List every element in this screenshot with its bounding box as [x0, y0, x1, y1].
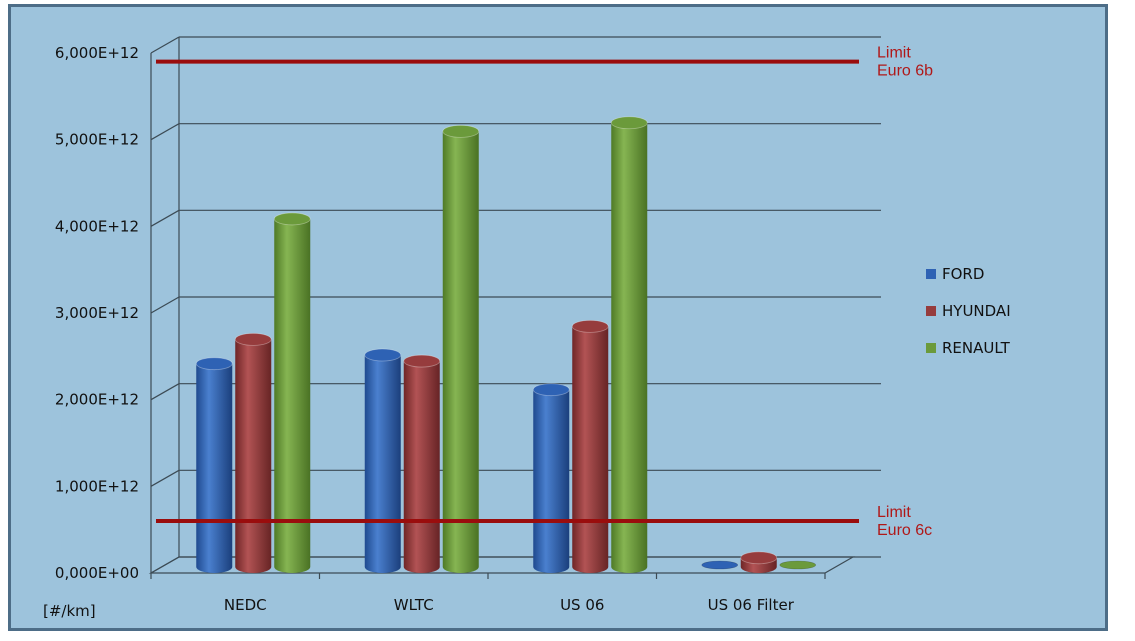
y-tick-label: 1,000E+12 — [55, 477, 139, 495]
category-label: WLTC — [394, 596, 434, 614]
bar-hyundai — [572, 326, 609, 573]
y-tick-label: 2,000E+12 — [55, 391, 139, 409]
legend-label: RENAULT — [942, 339, 1011, 357]
bar-ford — [196, 363, 233, 573]
bar-top-renault — [610, 116, 648, 130]
grid-connector — [150, 296, 180, 314]
bar-ford — [701, 560, 739, 570]
legend-label: FORD — [942, 265, 984, 283]
limit-label: Euro 6b — [877, 63, 933, 80]
category-label: NEDC — [224, 596, 267, 614]
bar-renault — [274, 218, 311, 573]
bar-renault — [779, 560, 817, 570]
legend-swatch-renault — [926, 343, 936, 353]
bar-ford — [533, 389, 570, 573]
bar-top-ford — [364, 348, 402, 362]
bar-hyundai — [235, 339, 272, 573]
bar-top-hyundai — [740, 551, 778, 565]
y-tick-label: 3,000E+12 — [55, 304, 139, 322]
bar-renault — [611, 122, 648, 573]
floor — [148, 556, 856, 574]
y-tick-label: 0,000E+00 — [55, 564, 139, 582]
y-tick-label: 5,000E+12 — [55, 131, 139, 149]
limit-label: Limit — [877, 504, 911, 521]
grid-connector — [150, 209, 180, 227]
category-label: US 06 Filter — [708, 596, 795, 614]
legend-label: HYUNDAI — [942, 302, 1011, 320]
grid-connector — [150, 469, 180, 487]
bar-top-hyundai — [571, 319, 609, 333]
bar-top-ford — [532, 383, 570, 397]
unit-label: [#/km] — [43, 602, 96, 620]
limit-label: Limit — [877, 45, 911, 62]
bar-top-renault — [273, 212, 311, 226]
legend-swatch-hyundai — [926, 306, 936, 316]
limit-label: Euro 6c — [877, 522, 932, 539]
grid-connector — [150, 383, 180, 401]
category-label: US 06 — [560, 596, 604, 614]
grid-connector — [150, 36, 180, 54]
legend-swatch-ford — [926, 269, 936, 279]
y-tick-label: 6,000E+12 — [55, 44, 139, 62]
chart-frame: Limit Euro 6b Limit Euro 6c 0,000E+00 1,000E… — [8, 4, 1108, 631]
bar-hyundai — [403, 361, 440, 573]
bar-renault — [442, 131, 479, 573]
grid-connector — [150, 123, 180, 141]
bar-top-hyundai — [234, 332, 272, 346]
y-tick-label: 4,000E+12 — [55, 217, 139, 235]
bar-ford — [364, 355, 401, 573]
bar-top-hyundai — [403, 354, 441, 368]
bar-top-renault — [442, 125, 480, 138]
bar-top-ford — [195, 357, 233, 371]
